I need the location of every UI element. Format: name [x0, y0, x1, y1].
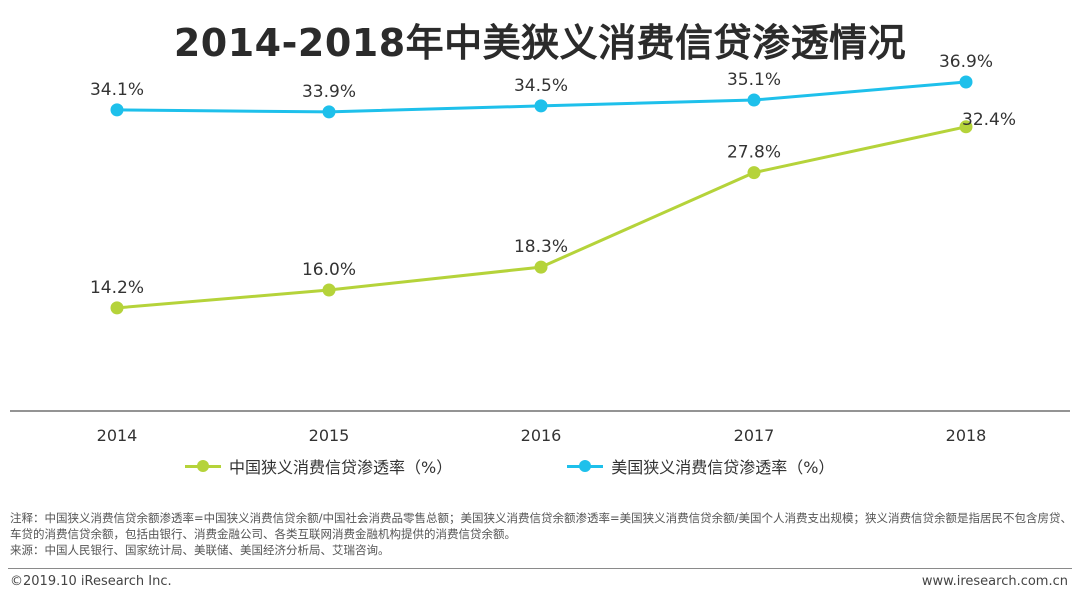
legend-swatch-usa — [567, 460, 604, 472]
x-tick-label: 2016 — [521, 426, 562, 445]
footer-copyright: ©2019.10 iResearch Inc. — [10, 574, 172, 589]
data-label-china: 32.4% — [962, 110, 1016, 130]
x-tick-label: 2014 — [97, 426, 138, 445]
data-label-china: 27.8% — [727, 143, 781, 163]
source-text: 来源：中国人民银行、国家统计局、美联储、美国经济分析局、艾瑞咨询。 — [10, 543, 390, 557]
chart-legend: 中国狭义消费信贷渗透率（%） 美国狭义消费信贷渗透率（%） — [185, 454, 834, 478]
legend-label-usa: 美国狭义消费信贷渗透率（%） — [611, 458, 835, 477]
legend-label-china: 中国狭义消费信贷渗透率（%） — [229, 458, 453, 477]
data-point-usa — [747, 93, 761, 107]
legend-item-usa: 美国狭义消费信贷渗透率（%） — [567, 454, 834, 478]
series-line-china — [116, 125, 967, 310]
line-chart: 2014 2015 2016 2017 2018 14.2% 16.0% 18.3% 27.8… — [10, 52, 1070, 445]
data-point-usa — [110, 103, 124, 117]
data-label-usa: 34.1% — [90, 80, 144, 100]
data-label-china: 18.3% — [514, 237, 568, 257]
data-point-china — [322, 283, 336, 297]
data-point-usa — [959, 75, 973, 89]
legend-swatch-china — [185, 460, 221, 472]
data-point-china — [959, 120, 973, 134]
x-tick-label: 2018 — [946, 426, 987, 445]
x-tick-label: 2017 — [734, 426, 775, 445]
data-point-china — [747, 166, 761, 180]
x-tick-label: 2015 — [309, 426, 350, 445]
data-label-usa: 33.9% — [302, 82, 356, 102]
data-point-china — [110, 301, 124, 315]
data-label-china: 14.2% — [90, 278, 144, 298]
footer-website: www.iresearch.com.cn — [921, 574, 1068, 589]
legend-item-china: 中国狭义消费信贷渗透率（%） — [185, 454, 452, 478]
data-label-usa: 36.9% — [939, 52, 993, 72]
chart-title: 2014-2018年中美狭义消费信贷渗透情况 — [173, 21, 907, 65]
data-label-china: 16.0% — [302, 260, 356, 280]
data-point-usa — [322, 105, 336, 119]
data-label-usa: 34.5% — [514, 76, 568, 96]
note-text: 注释：中国狭义消费信贷余额渗透率=中国狭义消费信贷余额/中国社会消费品零售总额；… — [10, 511, 1073, 541]
data-point-china — [534, 260, 548, 274]
chart-notes: 注释：中国狭义消费信贷余额渗透率=中国狭义消费信贷余额/中国社会消费品零售总额；… — [10, 510, 1072, 558]
footer-divider — [8, 568, 1072, 569]
data-point-usa — [534, 99, 548, 113]
data-label-usa: 35.1% — [727, 70, 781, 90]
